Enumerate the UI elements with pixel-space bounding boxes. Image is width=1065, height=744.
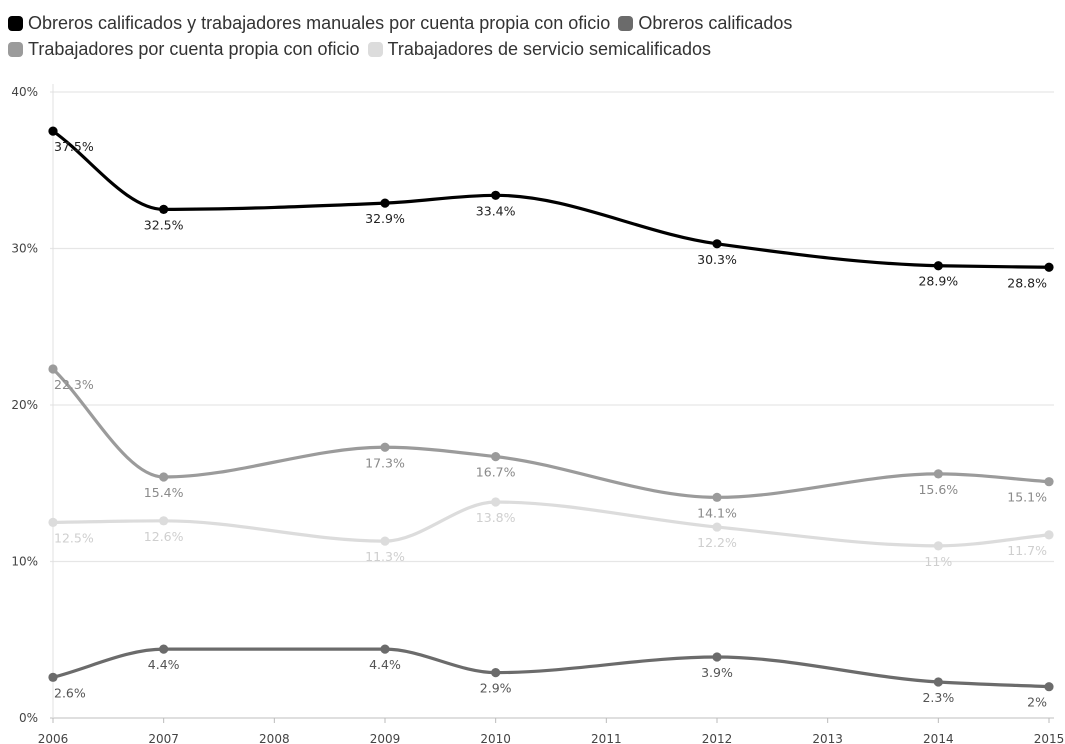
data-label: 16.7% xyxy=(476,465,516,480)
legend-item-series-1[interactable]: Obreros calificados y trabajadores manua… xyxy=(8,13,610,34)
legend-item-series-3[interactable]: Trabajadores por cuenta propia con ofici… xyxy=(8,39,360,60)
x-tick-label: 2007 xyxy=(148,732,179,744)
data-label: 4.4% xyxy=(369,657,401,672)
data-label: 11.7% xyxy=(1007,543,1047,558)
x-tick-label: 2011 xyxy=(591,732,622,744)
data-point[interactable] xyxy=(933,261,943,271)
legend-label-series-4: Trabajadores de servicio semicalificados xyxy=(387,38,712,59)
data-point[interactable] xyxy=(1044,262,1054,272)
data-point[interactable] xyxy=(1044,477,1054,487)
data-point[interactable] xyxy=(380,536,390,546)
y-tick-label: 40% xyxy=(11,85,38,99)
x-tick-label: 2013 xyxy=(812,732,843,744)
legend-label-series-1: Obreros calificados y trabajadores manua… xyxy=(28,12,611,33)
data-label: 2.3% xyxy=(922,690,954,705)
legend-swatch-series-3 xyxy=(8,41,23,57)
data-label: 22.3% xyxy=(54,377,94,392)
data-point[interactable] xyxy=(933,541,943,551)
legend-item-series-2[interactable]: Obreros calificados xyxy=(618,13,792,34)
data-point[interactable] xyxy=(712,652,722,662)
x-tick-label: 2015 xyxy=(1034,732,1065,744)
y-tick-label: 20% xyxy=(11,398,38,412)
x-tick-label: 2008 xyxy=(259,732,290,744)
series-line-1 xyxy=(51,129,1051,269)
data-point[interactable] xyxy=(380,198,390,208)
series-lines xyxy=(48,126,1054,692)
data-label: 2% xyxy=(1027,695,1047,710)
data-point[interactable] xyxy=(933,469,943,479)
data-point[interactable] xyxy=(491,497,501,507)
series-line-3 xyxy=(51,367,1051,499)
x-tick-label: 2006 xyxy=(38,732,69,744)
data-label: 12.2% xyxy=(697,535,737,550)
data-label: 13.8% xyxy=(476,510,516,525)
data-label: 15.6% xyxy=(918,482,958,497)
y-tick-label: 10% xyxy=(11,555,38,569)
legend-swatch-series-4 xyxy=(367,41,383,57)
data-point[interactable] xyxy=(48,517,58,527)
data-label: 12.6% xyxy=(144,529,184,544)
data-label: 4.4% xyxy=(148,657,180,672)
data-label: 15.4% xyxy=(144,485,184,500)
data-label: 32.5% xyxy=(144,217,184,232)
x-tick-label: 2012 xyxy=(702,732,733,744)
data-point[interactable] xyxy=(159,516,169,526)
data-label: 11.3% xyxy=(365,549,405,564)
series-line-2 xyxy=(51,647,1051,689)
data-label: 17.3% xyxy=(365,455,405,470)
data-label: 33.4% xyxy=(476,203,516,218)
data-point[interactable] xyxy=(159,472,169,482)
data-label: 30.3% xyxy=(697,252,737,267)
data-point[interactable] xyxy=(380,644,390,654)
data-point[interactable] xyxy=(48,126,58,136)
data-labels: 12.5% 12.6% 11.3% 13.8% 12.2% 11% 11.7% 22.3% 15… xyxy=(54,139,1047,710)
data-point[interactable] xyxy=(159,204,169,214)
x-tick-label: 2010 xyxy=(480,732,511,744)
data-label: 32.9% xyxy=(365,211,405,226)
axes: 0% 10% 20% 30% 40% 2006 2007 2008 2009 2010 2011 20… xyxy=(11,84,1064,744)
legend-swatch-series-1 xyxy=(8,15,23,31)
data-label: 2.6% xyxy=(54,685,86,700)
data-point[interactable] xyxy=(491,668,501,678)
data-point[interactable] xyxy=(48,364,58,374)
legend: Obreros calificados y trabajadores manua… xyxy=(8,10,1058,62)
legend-swatch-series-2 xyxy=(618,15,634,31)
y-tick-label: 30% xyxy=(11,242,38,256)
x-tick-label: 2009 xyxy=(370,732,401,744)
legend-label-series-3: Trabajadores por cuenta propia con ofici… xyxy=(28,38,360,59)
grid-lines xyxy=(50,91,1054,719)
data-point[interactable] xyxy=(712,239,722,249)
data-label: 11% xyxy=(924,554,952,569)
data-point[interactable] xyxy=(380,442,390,452)
data-point[interactable] xyxy=(491,452,501,462)
data-label: 2.9% xyxy=(480,681,512,696)
data-label: 28.8% xyxy=(1007,275,1047,290)
x-tick-label: 2014 xyxy=(923,732,954,744)
y-tick-label: 0% xyxy=(19,711,38,725)
data-point[interactable] xyxy=(1044,530,1054,540)
data-label: 37.5% xyxy=(54,139,94,154)
legend-row-2: Trabajadores por cuenta propia con ofici… xyxy=(8,36,1058,62)
data-label: 14.1% xyxy=(697,505,737,520)
data-label: 28.9% xyxy=(918,274,958,289)
legend-label-series-2: Obreros calificados xyxy=(638,12,793,33)
data-point[interactable] xyxy=(712,492,722,502)
legend-item-series-4[interactable]: Trabajadores de servicio semicalificados xyxy=(367,38,712,60)
data-point[interactable] xyxy=(491,190,501,200)
data-label: 15.1% xyxy=(1007,490,1047,505)
data-label: 3.9% xyxy=(701,665,733,680)
data-point[interactable] xyxy=(159,644,169,654)
series-line-4 xyxy=(51,500,1051,548)
data-point[interactable] xyxy=(1044,682,1054,692)
data-label: 12.5% xyxy=(54,530,94,545)
data-point[interactable] xyxy=(712,522,722,532)
data-point[interactable] xyxy=(933,677,943,687)
legend-row-1: Obreros calificados y trabajadores manua… xyxy=(8,10,1058,36)
data-point[interactable] xyxy=(48,672,58,682)
